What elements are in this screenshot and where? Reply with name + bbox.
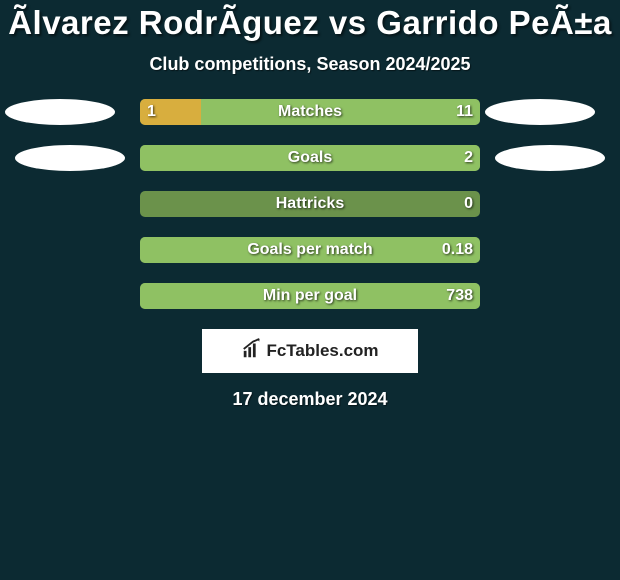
chart-icon [241,338,263,365]
stat-label: Goals [140,145,480,171]
stat-row: Min per goal738 [0,283,620,309]
stat-row: Goals per match0.18 [0,237,620,263]
player-left-marker [15,145,125,171]
stat-label: Min per goal [140,283,480,309]
source-badge-text: FcTables.com [266,341,378,361]
player-right-marker [485,99,595,125]
page-subtitle: Club competitions, Season 2024/2025 [0,54,620,75]
footer-date: 17 december 2024 [0,389,620,410]
stat-label: Hattricks [140,191,480,217]
stat-row: Goals2 [0,145,620,171]
stat-rows-container: Matches111Goals2Hattricks0Goals per matc… [0,99,620,309]
stat-right-value: 0 [464,191,473,217]
player-left-marker [5,99,115,125]
stat-row: Matches111 [0,99,620,125]
player-right-marker [495,145,605,171]
stat-row: Hattricks0 [0,191,620,217]
stat-left-value: 1 [147,99,156,125]
stat-label: Matches [140,99,480,125]
stat-right-value: 0.18 [442,237,473,263]
source-badge[interactable]: FcTables.com [202,329,418,373]
page-title: Ãlvarez RodrÃ­guez vs Garrido PeÃ±a [0,4,620,42]
stat-right-value: 738 [446,283,473,309]
stat-label: Goals per match [140,237,480,263]
stat-right-value: 11 [456,99,473,125]
stat-right-value: 2 [464,145,473,171]
